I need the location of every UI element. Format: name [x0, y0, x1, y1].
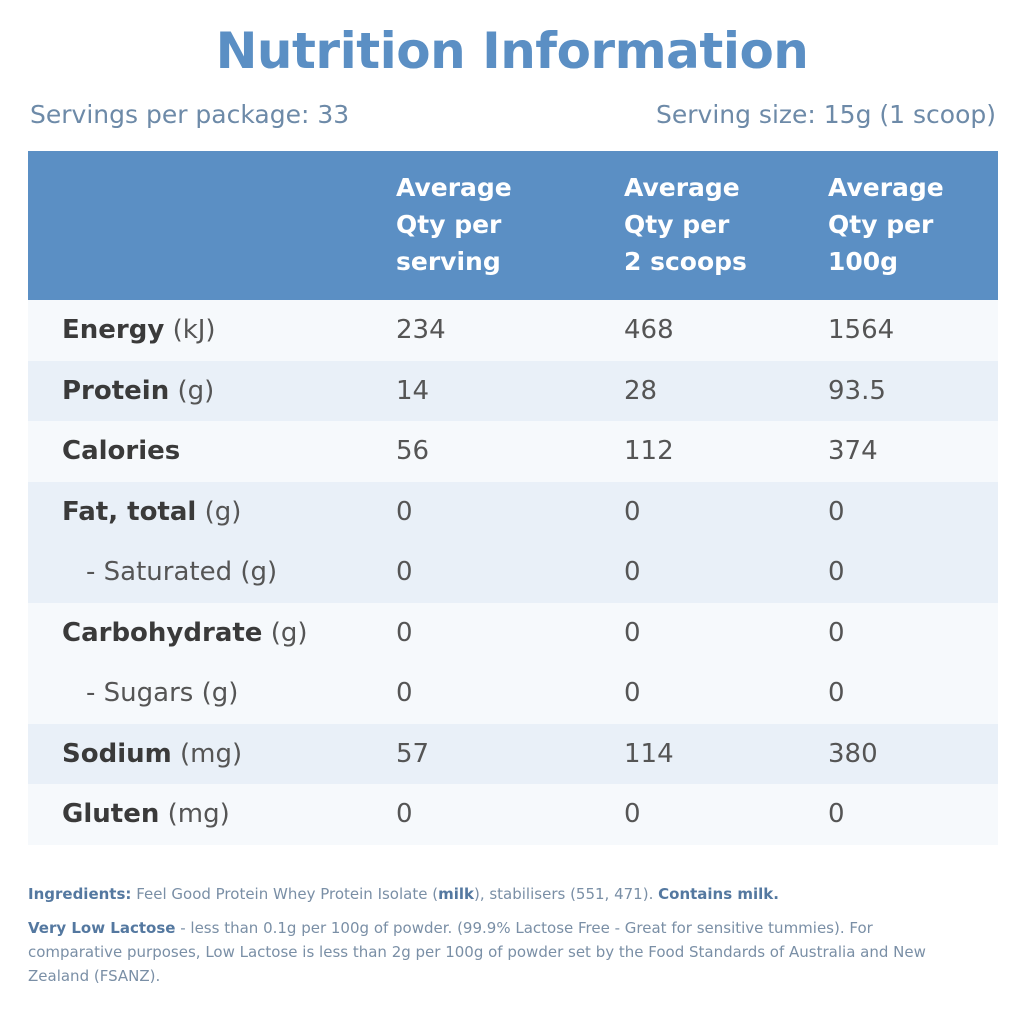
value-per-serving: 234 [396, 315, 446, 345]
column-header-line: serving [396, 247, 501, 276]
table-row: - Sugars (g) 0 0 0 [28, 663, 998, 724]
value-per-serving: 0 [396, 557, 413, 587]
value-per-serving: 56 [396, 436, 430, 466]
page-title: Nutrition Information [215, 22, 809, 80]
ingredients-note: Ingredients: Feel Good Protein Whey Prot… [28, 885, 779, 903]
value-per-serving: 0 [396, 617, 413, 648]
value-per-serving: 0 [396, 496, 413, 527]
column-header-line: 2 scoops [624, 247, 747, 276]
value-per-serving: 0 [396, 799, 413, 829]
value-per-100g: 380 [828, 738, 878, 769]
value-2-scoops: 468 [624, 315, 674, 345]
lactose-note: Very Low Lactose - less than 0.1g per 10… [28, 919, 926, 985]
nutrition-table: Average Qty per serving Average Qty per … [28, 151, 998, 845]
table-row: Sodium (mg) 57 114 380 [28, 723, 998, 784]
column-header-2-scoops: Average Qty per 2 scoops [624, 169, 747, 280]
column-header-line: 100g [828, 247, 899, 276]
row-label: Calories [62, 436, 181, 466]
value-per-100g: 0 [828, 799, 845, 829]
footnotes: Ingredients: Feel Good Protein Whey Prot… [28, 882, 928, 998]
value-per-100g: 93.5 [828, 375, 886, 406]
value-per-100g: 0 [828, 496, 845, 527]
table-row: Carbohydrate (g) 0 0 0 [28, 602, 998, 663]
value-2-scoops: 0 [624, 678, 641, 708]
value-2-scoops: 28 [624, 375, 658, 406]
value-2-scoops: 0 [624, 496, 641, 527]
value-per-serving: 14 [396, 375, 430, 406]
row-label: Protein (g) [62, 375, 215, 406]
column-header-line: Qty per [828, 210, 934, 239]
row-label: Carbohydrate (g) [62, 617, 308, 648]
column-header-line: Average [624, 173, 740, 202]
column-header-line: Qty per [624, 210, 730, 239]
value-2-scoops: 112 [624, 436, 674, 466]
servings-per-package: Servings per package: 33 [30, 100, 350, 129]
value-per-serving: 57 [396, 738, 430, 769]
column-header-per-100g: Average Qty per 100g [828, 169, 944, 280]
row-label: - Saturated (g) [86, 557, 278, 587]
value-2-scoops: 0 [624, 557, 641, 587]
value-2-scoops: 0 [624, 617, 641, 648]
value-per-100g: 0 [828, 617, 845, 648]
table-row: Calories 56 112 374 [28, 421, 998, 482]
value-per-serving: 0 [396, 678, 413, 708]
value-2-scoops: 0 [624, 799, 641, 829]
table-row: Protein (g) 14 28 93.5 [28, 360, 998, 421]
row-label: Gluten (mg) [62, 799, 230, 829]
value-per-100g: 374 [828, 436, 878, 466]
column-header-per-serving: Average Qty per serving [396, 169, 512, 280]
row-label: Fat, total (g) [62, 496, 242, 527]
row-label: - Sugars (g) [86, 678, 239, 708]
value-per-100g: 0 [828, 678, 845, 708]
column-header-line: Qty per [396, 210, 502, 239]
column-header-line: Average [828, 173, 944, 202]
serving-size: Serving size: 15g (1 scoop) [656, 100, 996, 129]
table-row: - Saturated (g) 0 0 0 [28, 542, 998, 603]
value-2-scoops: 114 [624, 738, 674, 769]
table-header: Average Qty per serving Average Qty per … [28, 151, 998, 300]
table-row: Fat, total (g) 0 0 0 [28, 481, 998, 542]
value-per-100g: 0 [828, 557, 845, 587]
row-label: Energy (kJ) [62, 315, 216, 345]
table-row: Energy (kJ) 234 468 1564 [28, 300, 998, 361]
column-header-line: Average [396, 173, 512, 202]
value-per-100g: 1564 [828, 315, 895, 345]
row-label: Sodium (mg) [62, 738, 243, 769]
table-row: Gluten (mg) 0 0 0 [28, 784, 998, 845]
